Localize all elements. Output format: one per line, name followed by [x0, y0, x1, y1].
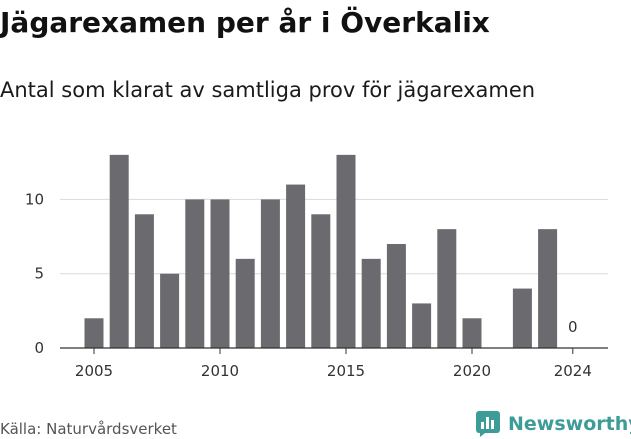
bar-2005[interactable]: [84, 318, 104, 348]
bar-2010[interactable]: [210, 199, 230, 348]
y-tick-label: 5: [34, 265, 44, 283]
x-tick-label: 2015: [327, 362, 365, 380]
chart-subtitle: Antal som klarat av samtliga prov för jä…: [0, 78, 536, 102]
x-tick-label: 2024: [554, 362, 592, 380]
y-tick-label: 10: [25, 190, 44, 208]
bars: [84, 154, 558, 348]
x-tick-label: 2010: [201, 362, 239, 380]
data-label-2024: 0: [568, 318, 578, 336]
bar-2014[interactable]: [311, 214, 331, 348]
bar-2007[interactable]: [134, 214, 154, 348]
bar-2017[interactable]: [386, 244, 406, 348]
x-tick-label: 2005: [75, 362, 113, 380]
brand-logo[interactable]: Newsworthy: [476, 410, 631, 438]
bar-2012[interactable]: [260, 199, 280, 348]
bar-2013[interactable]: [286, 184, 306, 348]
bar-2019[interactable]: [437, 229, 457, 348]
x-tick-label: 2020: [453, 362, 491, 380]
data-labels: 0: [568, 318, 578, 336]
source-note: Källa: Naturvårdsverket: [0, 420, 177, 438]
brand-name: Newsworthy: [508, 413, 631, 435]
chart-title: Jägarexamen per år i Överkalix: [0, 6, 490, 39]
bar-2011[interactable]: [235, 258, 255, 348]
y-tick-label: 0: [34, 339, 44, 357]
bar-2023[interactable]: [538, 229, 558, 348]
bar-2016[interactable]: [361, 258, 381, 348]
bar-2022[interactable]: [512, 288, 532, 348]
bar-2008[interactable]: [160, 273, 180, 348]
bar-2020[interactable]: [462, 318, 482, 348]
bar-2018[interactable]: [412, 303, 432, 348]
bar-2015[interactable]: [336, 154, 356, 348]
bar-2006[interactable]: [109, 154, 129, 348]
newsworthy-icon: [476, 411, 500, 437]
axes: 0 5 10 2005 2010 2015 2020 2024: [25, 190, 608, 380]
bar-2009[interactable]: [185, 199, 205, 348]
